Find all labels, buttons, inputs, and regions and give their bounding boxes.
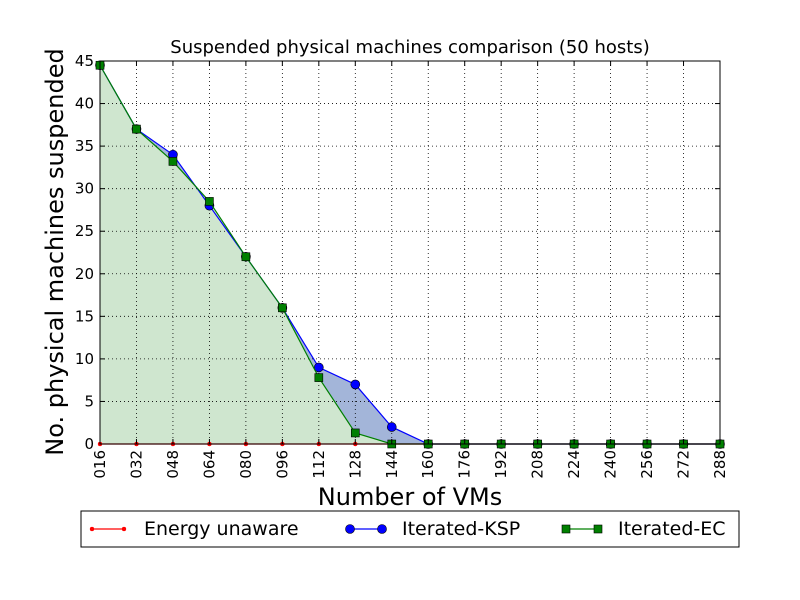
x-tick-label: 192: [492, 450, 510, 479]
legend-marker-energy-unaware: [89, 526, 95, 532]
legend-frame: [80, 510, 740, 548]
data-point-iterated-ec: [241, 252, 251, 262]
x-tick-label: 048: [164, 450, 182, 479]
x-axis-label: Number of VMs: [318, 483, 502, 511]
chart-title: Suspended physical machines comparison (…: [170, 37, 649, 58]
x-tick-label: 064: [200, 450, 218, 479]
y-tick-label: 15: [75, 307, 94, 325]
legend-label-iterated-ec: Iterated-EC: [618, 518, 726, 540]
x-tick-label: 288: [711, 450, 729, 479]
legend-label-energy-unaware: Energy unaware: [144, 518, 299, 540]
y-axis-label: No. physical machines suspended: [41, 48, 69, 455]
data-point-iterated-ec: [168, 157, 178, 166]
fill-area-iterated-ec: [100, 65, 720, 444]
data-point-iterated-ec: [205, 197, 214, 206]
y-tick-label: 25: [75, 222, 94, 240]
x-tick-label: 240: [602, 450, 620, 479]
plot-frame: [99, 60, 721, 445]
x-tick-label: 016: [91, 450, 109, 479]
y-tick-label: 40: [75, 95, 94, 113]
x-tick-label: 032: [127, 450, 145, 479]
legend: Energy unaware Iterated-KSP Iterated-EC: [80, 510, 740, 548]
legend-marker-iterated-ec: [593, 524, 603, 534]
x-tick-label: 096: [273, 450, 291, 479]
x-tick-label: 080: [237, 450, 255, 479]
data-point-iterated-ksp: [314, 362, 324, 373]
series-fills: [100, 65, 720, 444]
x-tick-label: 272: [675, 450, 693, 479]
legend-marker-iterated-ksp: [377, 524, 387, 534]
y-tick-label: 0: [84, 435, 94, 453]
data-point-iterated-ec: [350, 428, 360, 438]
x-tick-label: 256: [638, 450, 656, 479]
data-point-iterated-ec: [278, 303, 287, 313]
data-point-iterated-ksp: [386, 422, 397, 432]
x-tick-label: 112: [310, 450, 328, 479]
y-tick-label: 20: [75, 265, 94, 283]
y-tick-label: 5: [84, 392, 94, 410]
legend-marker-energy-unaware: [121, 526, 127, 532]
x-tick-label: 224: [565, 450, 583, 479]
y-tick-label: 30: [75, 180, 94, 198]
x-tick-label: 128: [346, 450, 364, 479]
axis-ticks: 016 032 048 064 080 096 112 128 144 160 176 192 208 2…: [75, 52, 729, 479]
legend-marker-iterated-ksp: [345, 524, 355, 534]
grid-lines: [100, 61, 720, 444]
x-tick-label: 144: [383, 450, 401, 479]
legend-label-iterated-ksp: Iterated-KSP: [402, 518, 520, 540]
legend-marker-iterated-ec: [561, 524, 571, 534]
y-tick-label: 10: [75, 350, 94, 368]
x-tick-label: 176: [456, 450, 474, 479]
data-point-iterated-ec: [132, 124, 141, 134]
data-point-iterated-ec: [314, 373, 324, 382]
y-tick-label: 45: [75, 52, 94, 70]
y-tick-label: 35: [75, 137, 94, 155]
x-tick-label: 160: [419, 450, 437, 479]
data-point-iterated-ksp: [350, 379, 361, 390]
x-tick-label: 208: [529, 450, 547, 479]
